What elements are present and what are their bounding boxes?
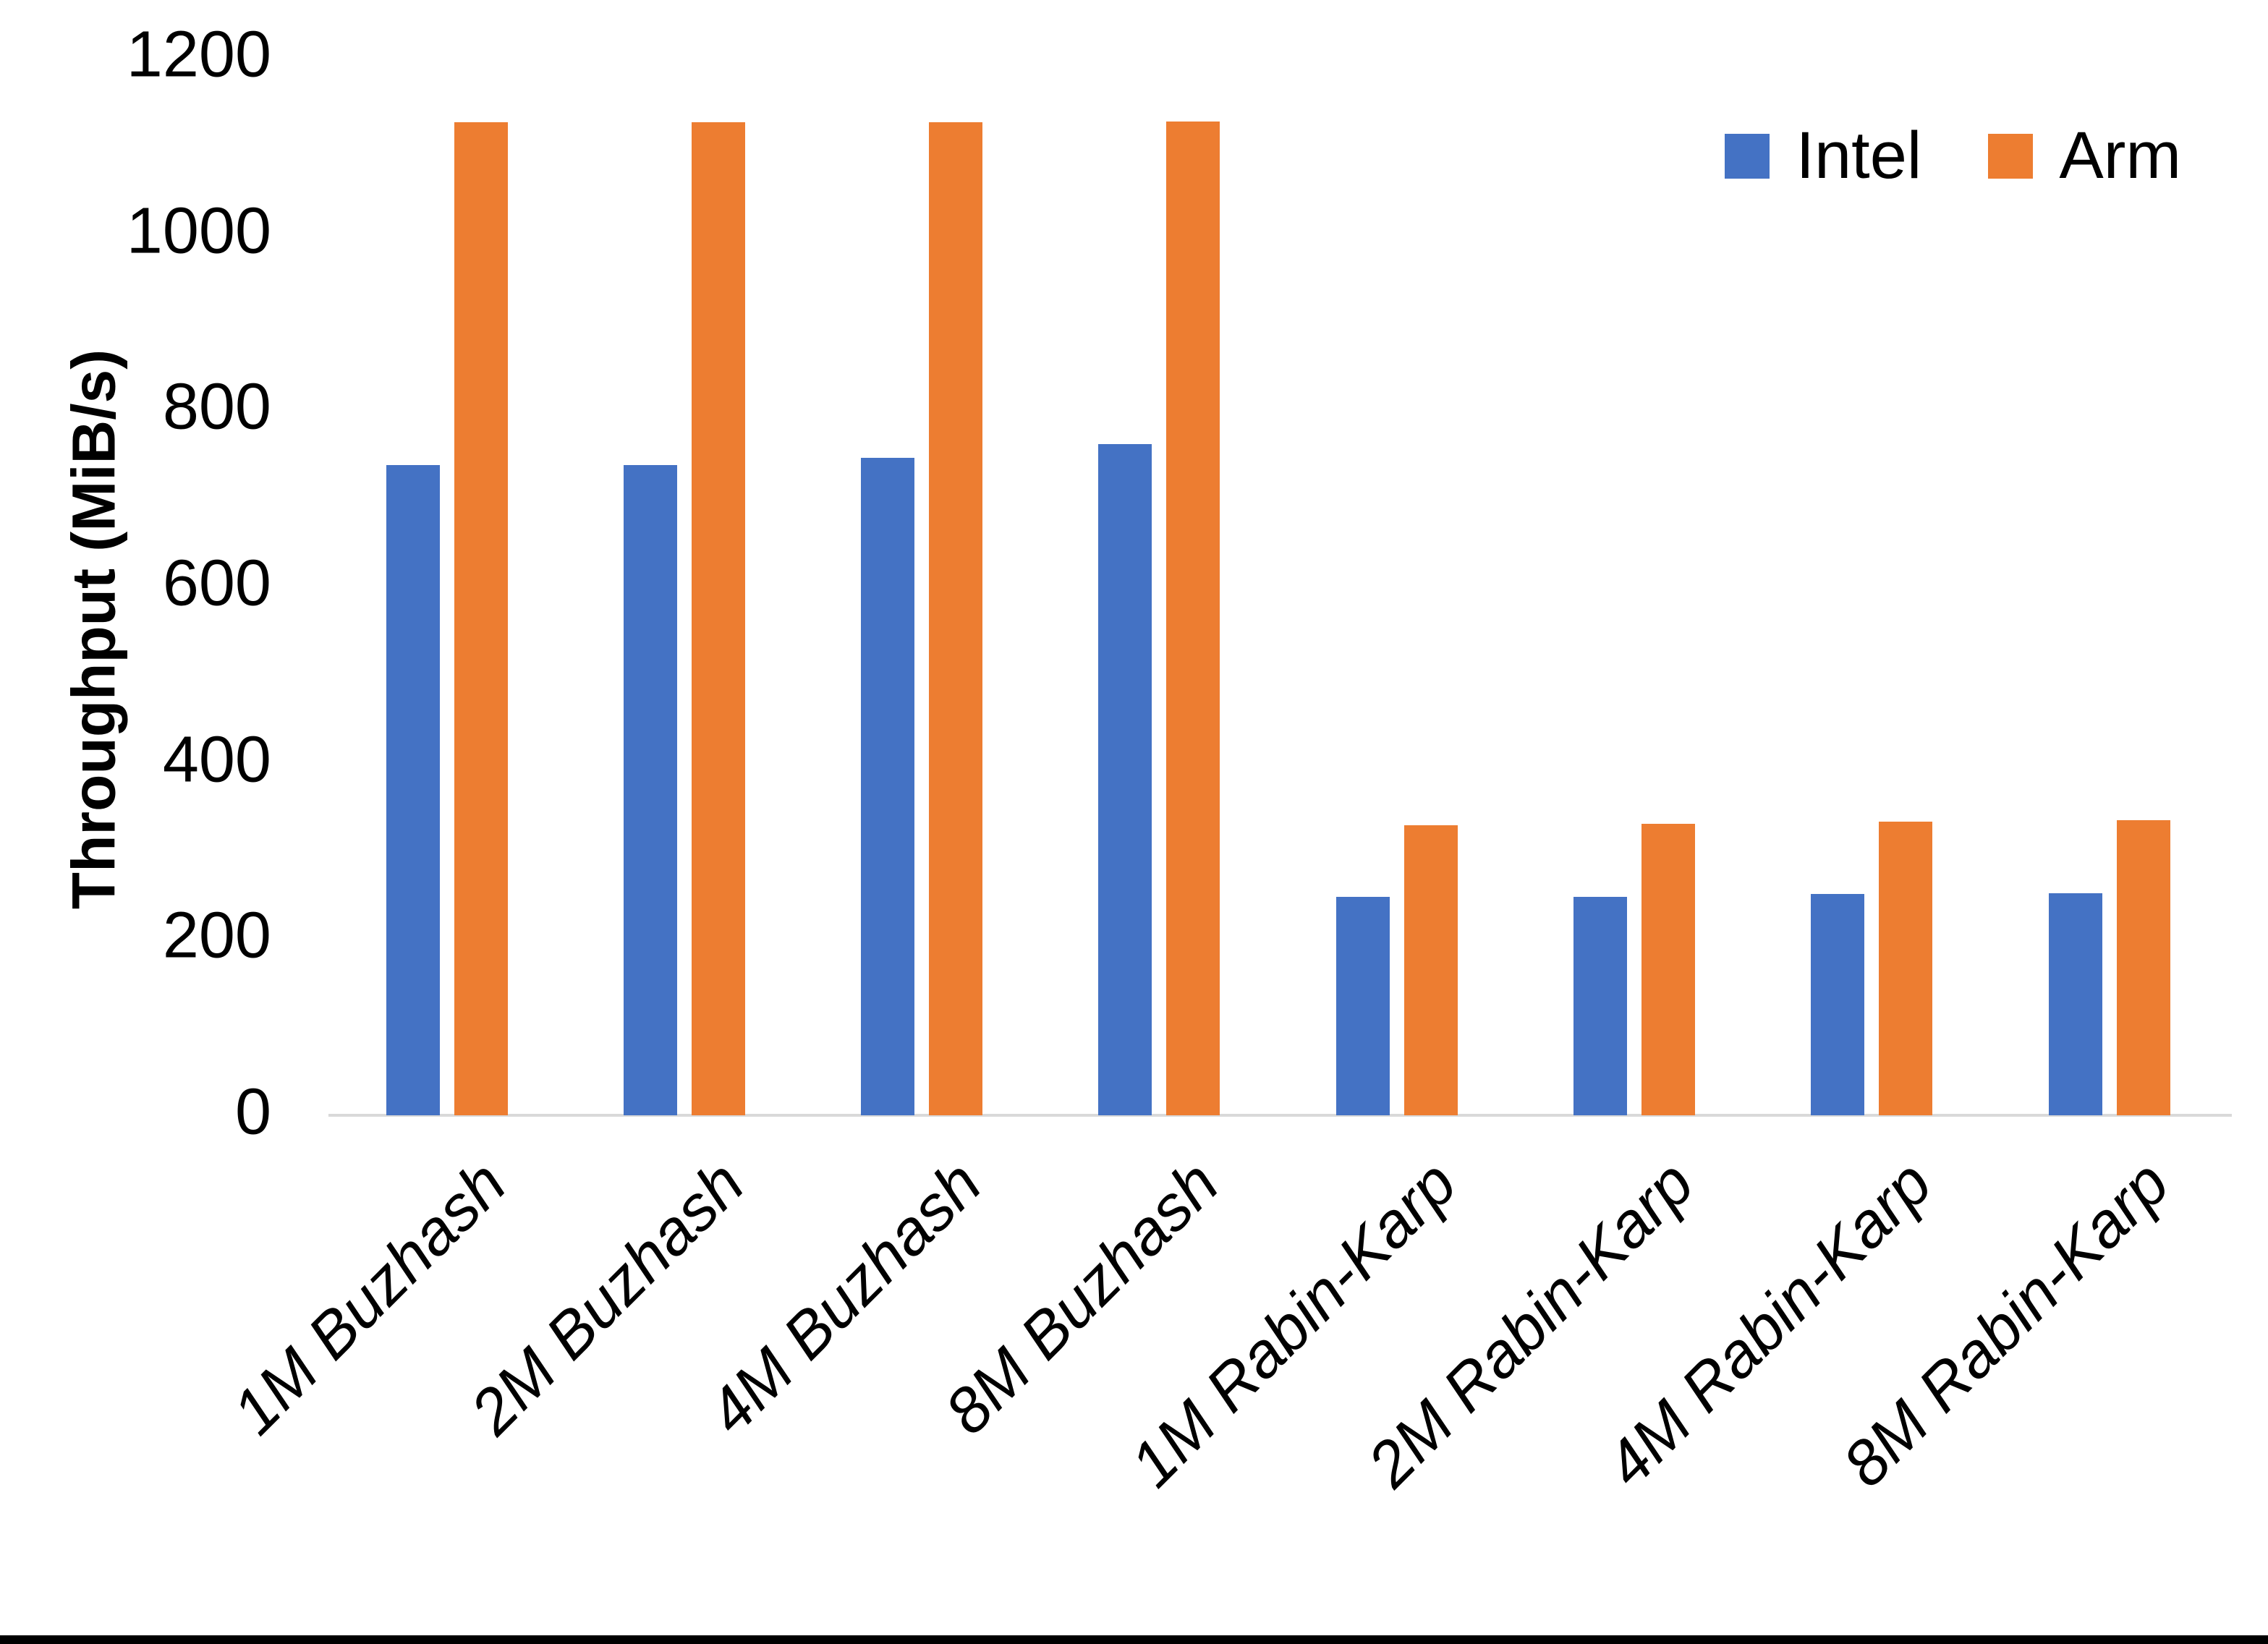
- bar-arm-4m-buzhash: [929, 122, 983, 1115]
- legend-swatch-arm: [1988, 133, 2034, 179]
- bar-arm-2m-rabin-karp: [1641, 823, 1695, 1115]
- y-tick-label: 400: [162, 723, 271, 796]
- legend-item-intel: Intel: [1725, 118, 1921, 194]
- y-tick-label: 1200: [126, 18, 271, 91]
- bar-arm-2m-buzhash: [691, 122, 745, 1115]
- y-tick-label: 600: [162, 547, 271, 620]
- legend: Intel Arm: [1725, 118, 2181, 194]
- bar-intel-4m-rabin-karp: [1811, 894, 1865, 1115]
- legend-swatch-intel: [1725, 133, 1770, 179]
- bar-arm-8m-buzhash: [1166, 121, 1220, 1115]
- legend-label: Intel: [1796, 119, 1922, 192]
- legend-label: Arm: [2059, 119, 2181, 192]
- bottom-border-line: [0, 1635, 2268, 1644]
- x-axis-line: [328, 1114, 2232, 1117]
- legend-item-arm: Arm: [1988, 118, 2181, 194]
- bar-arm-4m-rabin-karp: [1879, 822, 1933, 1115]
- bar-intel-8m-buzhash: [1098, 443, 1152, 1115]
- bar-intel-1m-rabin-karp: [1335, 896, 1390, 1115]
- bar-arm-1m-rabin-karp: [1403, 825, 1458, 1115]
- y-tick-label: 1000: [126, 195, 271, 268]
- bar-intel-4m-buzhash: [861, 458, 915, 1115]
- bar-arm-8m-rabin-karp: [2116, 819, 2170, 1115]
- bar-intel-1m-buzhash: [386, 464, 440, 1115]
- y-tick-label: 0: [234, 1076, 271, 1149]
- y-tick-label: 200: [162, 899, 271, 972]
- y-tick-label: 800: [162, 370, 271, 443]
- bar-arm-1m-buzhash: [454, 122, 508, 1115]
- bar-intel-2m-buzhash: [623, 464, 677, 1115]
- bar-intel-2m-rabin-karp: [1573, 896, 1627, 1115]
- bar-intel-8m-rabin-karp: [2048, 893, 2102, 1115]
